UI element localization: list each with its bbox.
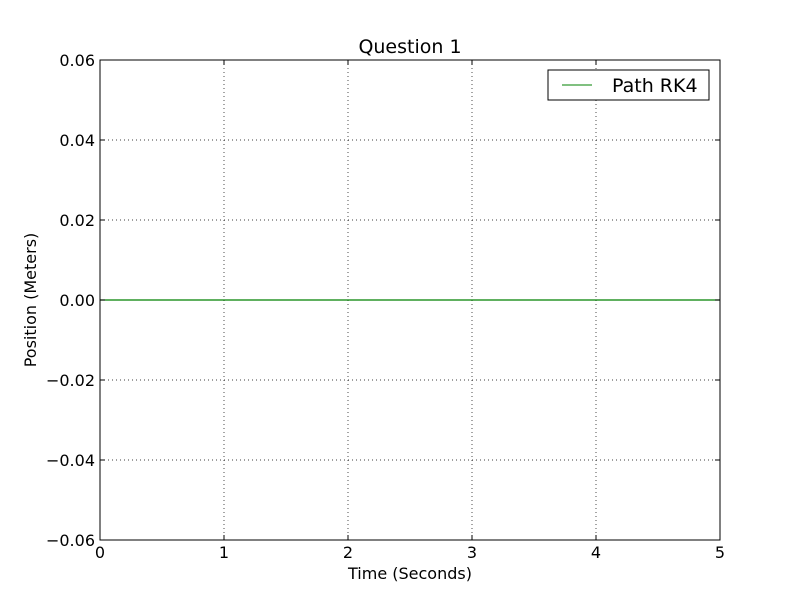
x-tick-label: 1 [219, 543, 229, 562]
y-tick-label: 0.04 [59, 131, 95, 150]
axis-ticks [99, 59, 721, 541]
chart-title: Question 1 [358, 36, 461, 58]
y-tick-labels: 0.06 0.04 0.02 0.00 −0.02 −0.04 −0.06 [46, 51, 95, 550]
x-tick-label: 5 [715, 543, 725, 562]
legend-label-path-rk4: Path RK4 [612, 75, 698, 97]
y-tick-label: 0.06 [59, 51, 95, 70]
y-tick-label: 0.00 [59, 291, 95, 310]
y-tick-label: −0.02 [46, 371, 95, 390]
x-axis-label: Time (Seconds) [347, 564, 472, 583]
x-tick-labels: 0 1 2 3 4 5 [95, 543, 725, 562]
legend: Path RK4 [547, 69, 710, 101]
y-tick-label: 0.02 [59, 211, 95, 230]
y-axis-label: Position (Meters) [21, 233, 40, 368]
x-tick-label: 3 [467, 543, 477, 562]
y-tick-label: −0.06 [46, 531, 95, 550]
x-tick-label: 4 [591, 543, 601, 562]
x-tick-label: 0 [95, 543, 105, 562]
x-tick-label: 2 [343, 543, 353, 562]
y-tick-label: −0.04 [46, 451, 95, 470]
